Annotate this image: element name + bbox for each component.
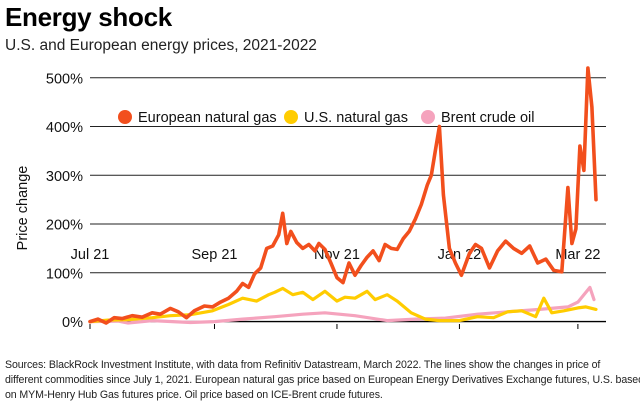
legend-marker: [421, 110, 435, 124]
chart-subtitle: U.S. and European energy prices, 2021-20…: [5, 37, 317, 54]
x-tick-label: Nov 21: [314, 247, 360, 263]
footnote-line-1: Sources: BlackRock Investment Institute,…: [5, 359, 601, 371]
y-tick-label: 0%: [62, 315, 83, 331]
footnote-line-2: different commodities since July 1, 2021…: [5, 373, 640, 386]
x-tick-label: Jan 22: [438, 247, 482, 263]
legend-label: Brent crude oil: [441, 110, 535, 126]
series-line-european-natural-gas: [88, 66, 598, 325]
y-tick-label: 300%: [46, 169, 83, 185]
legend-label: U.S. natural gas: [304, 110, 408, 126]
y-axis-label: Price change: [15, 166, 31, 251]
x-tick-label: Mar 22: [555, 247, 600, 263]
y-tick-label: 500%: [46, 71, 83, 87]
legend-marker: [284, 110, 298, 124]
series-line-brent-crude-oil: [88, 285, 596, 325]
x-tick-label: Jul 21: [71, 247, 110, 263]
footnote-line-3: on MYM-Henry Hub Gas futures price. Oil …: [5, 388, 383, 401]
legend-marker: [118, 110, 132, 124]
y-tick-label: 200%: [46, 218, 83, 234]
chart-title: Energy shock: [5, 2, 172, 32]
series-line-u-s-natural-gas: [88, 286, 598, 324]
y-tick-label: 400%: [46, 120, 83, 136]
source-footnote: Sources: BlackRock Investment Institute,…: [5, 358, 640, 402]
y-tick-label: 100%: [46, 266, 83, 282]
legend-label: European natural gas: [138, 110, 277, 126]
x-tick-label: Sep 21: [191, 247, 237, 263]
